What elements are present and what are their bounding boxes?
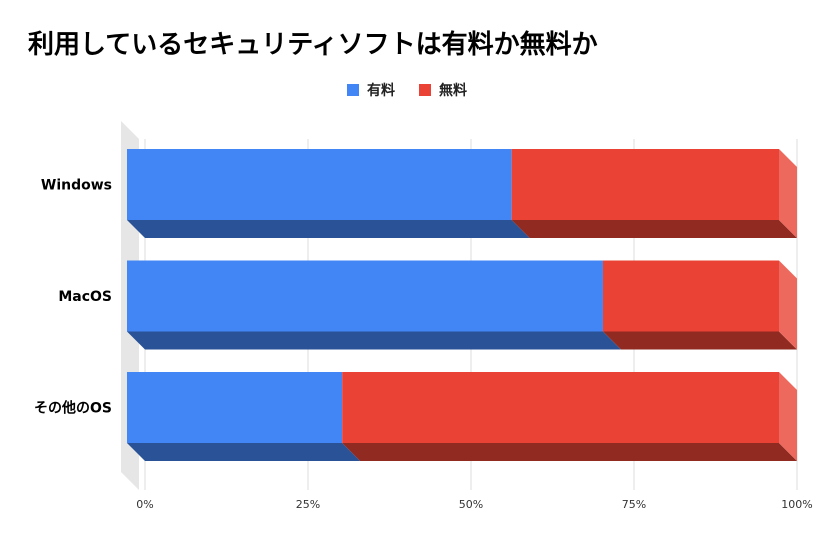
bar-bottom-face bbox=[127, 220, 530, 238]
x-tick-label: 75% bbox=[622, 498, 646, 511]
x-tick-label: 0% bbox=[136, 498, 153, 511]
bar-front-face bbox=[602, 260, 779, 332]
x-tick-label: 50% bbox=[459, 498, 483, 511]
category-label: MacOS bbox=[58, 289, 112, 305]
bar-end-face bbox=[779, 372, 797, 461]
legend-label: 無料 bbox=[439, 82, 467, 99]
bar-front-face bbox=[127, 372, 343, 443]
bar-bottom-face bbox=[511, 220, 797, 238]
bar-bottom-face bbox=[127, 331, 621, 350]
bar-front-face bbox=[511, 149, 779, 220]
bar-front-face bbox=[127, 260, 603, 332]
x-tick-label: 25% bbox=[296, 498, 320, 511]
category-label: その他のOS bbox=[34, 400, 112, 417]
bar-bottom-face bbox=[602, 331, 797, 350]
x-tick-label: 100% bbox=[781, 498, 812, 511]
chart-title: 利用しているセキュリティソフトは有料か無料か bbox=[28, 30, 598, 60]
legend-label: 有料 bbox=[367, 82, 395, 99]
category-label: Windows bbox=[41, 178, 112, 194]
bar-bottom-face bbox=[342, 443, 797, 461]
bar-front-face bbox=[127, 149, 512, 220]
bar-bottom-face bbox=[127, 443, 361, 461]
bar-end-face bbox=[779, 260, 797, 350]
bar-end-face bbox=[779, 149, 797, 238]
legend-swatch bbox=[347, 84, 359, 96]
legend-swatch bbox=[419, 84, 431, 96]
bar-front-face bbox=[342, 372, 779, 443]
